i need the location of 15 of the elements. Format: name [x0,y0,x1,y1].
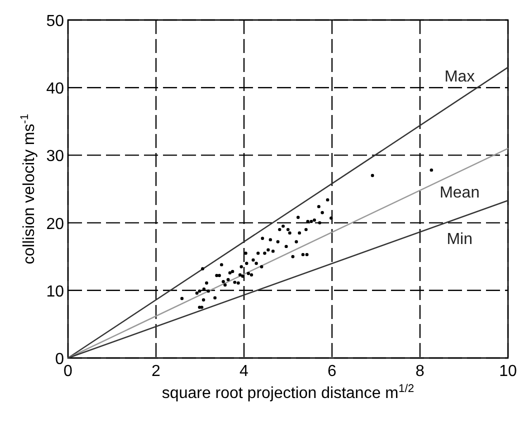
series-label: Mean [440,184,480,202]
x-tick-label: 10 [499,363,517,380]
y-tick-label: 10 [46,283,64,300]
series-label: Min [446,231,472,248]
series-label: Max [444,68,475,86]
y-tick-label: 50 [46,13,64,30]
y-tick-label: 0 [55,351,64,368]
y-tick-label: 40 [46,80,64,98]
x-axis-title: square root projection distance m$^{1/2}$ [162,383,414,402]
x-tick-label: 4 [240,363,249,380]
x-tick-label: 2 [152,363,161,380]
y-tick-label: 20 [46,216,64,233]
y-tick-label: 30 [46,148,64,166]
x-tick-label: 8 [416,363,425,380]
x-tick-label: 6 [328,363,337,380]
